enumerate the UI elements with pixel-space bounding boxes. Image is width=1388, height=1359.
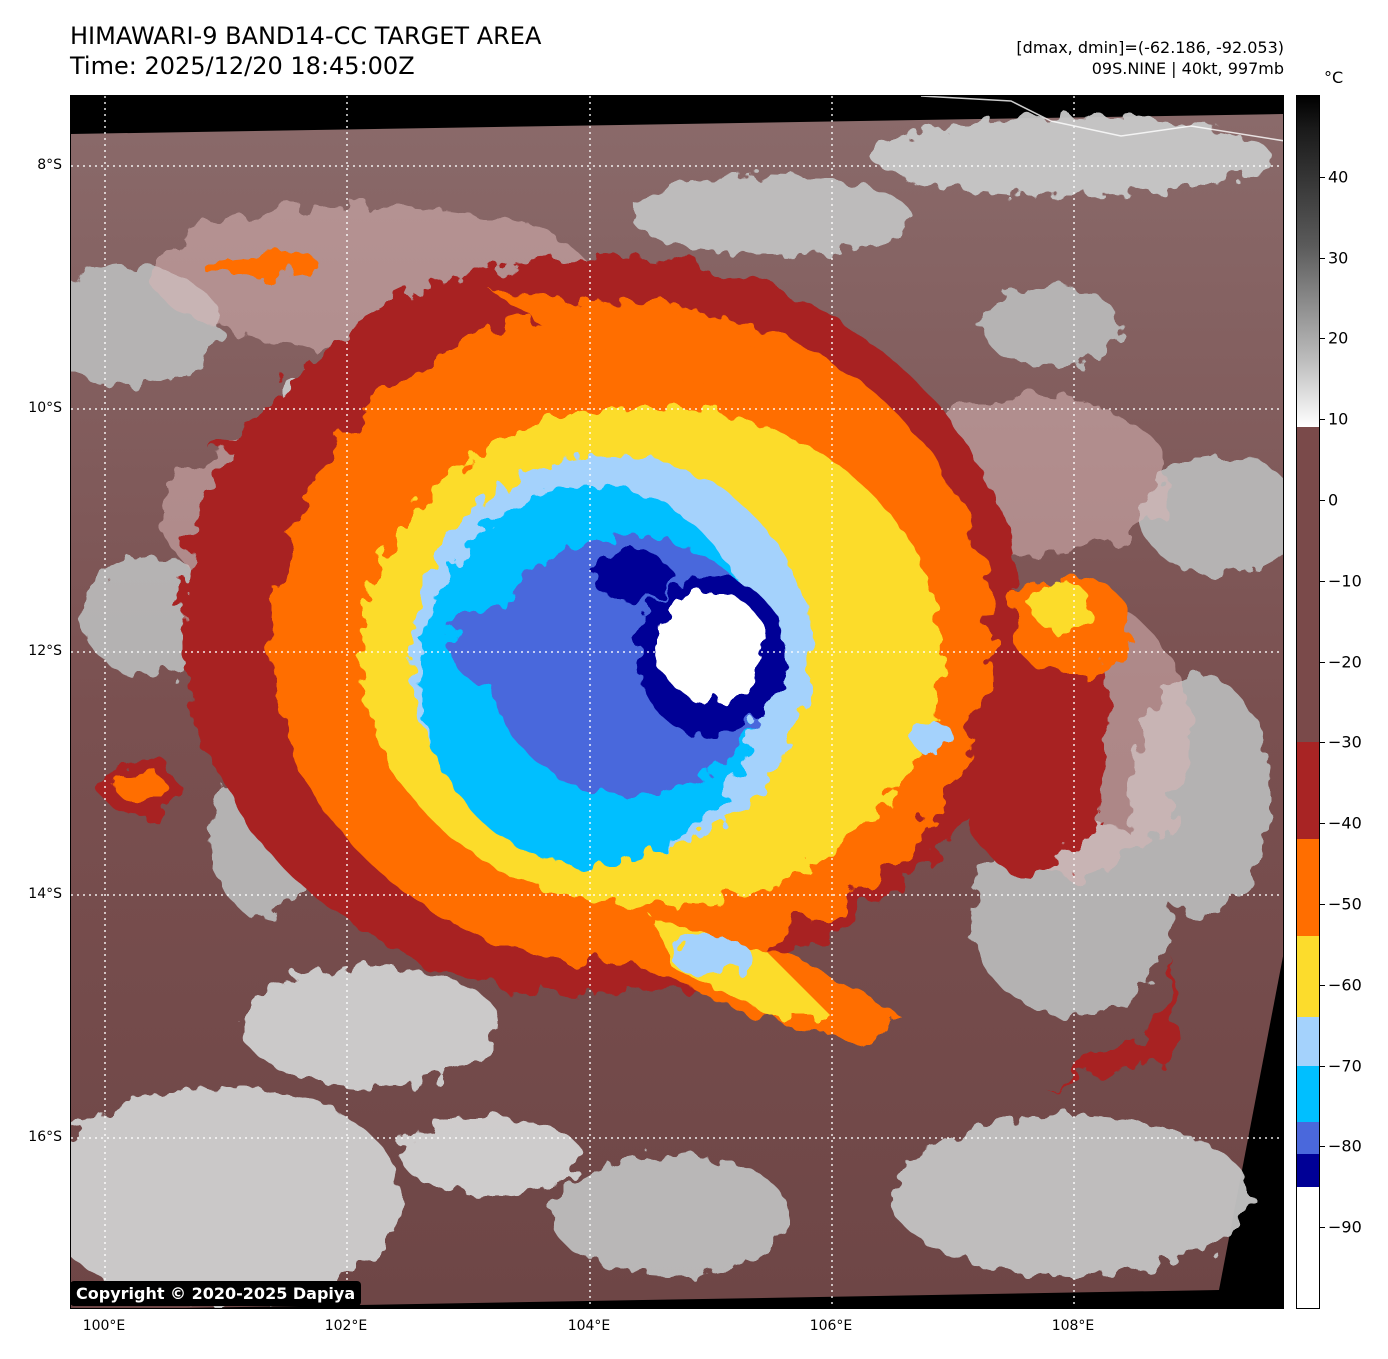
colorbar-tick-label: −10 — [1328, 571, 1362, 591]
colorbar-tick-label: 10 — [1328, 409, 1349, 429]
colorbar-tick — [1320, 1227, 1325, 1229]
satellite-image-map — [70, 95, 1284, 1309]
lon-label: 108°E — [1051, 1318, 1095, 1334]
lat-label: 10°S — [28, 400, 62, 416]
colorbar-unit: °C — [1324, 68, 1344, 87]
colorbar-segment — [1297, 936, 1319, 1018]
colorbar-tick-label: 40 — [1328, 167, 1349, 187]
colorbar-tick-label: −40 — [1328, 813, 1362, 833]
colorbar-tick — [1320, 661, 1325, 663]
colorbar-tick — [1320, 904, 1325, 905]
colorbar-segment — [1297, 1186, 1319, 1308]
colorbar-tick — [1320, 742, 1325, 744]
colorbar-tick — [1320, 257, 1325, 259]
colorbar-segment — [1297, 427, 1319, 743]
colorbar-tick — [1320, 419, 1325, 421]
colorbar-segment — [1297, 1017, 1319, 1066]
colorbar-tick-label: 30 — [1328, 248, 1349, 268]
colorbar-tick-label: −20 — [1328, 652, 1362, 672]
colorbar-segment — [1297, 839, 1319, 937]
chart-title: HIMAWARI-9 BAND14-CC TARGET AREA — [70, 22, 542, 50]
lon-label: 100°E — [82, 1318, 126, 1334]
chart-time: Time: 2025/12/20 18:45:00Z — [70, 52, 415, 80]
lat-label: 12°S — [28, 643, 62, 659]
lon-label: 106°E — [809, 1318, 853, 1334]
lon-label: 102°E — [324, 1318, 368, 1334]
dmax-dmin-readout: [dmax, dmin]=(-62.186, -92.053) — [1016, 38, 1284, 57]
lat-label: 16°S — [28, 1129, 62, 1145]
satellite-imagery — [71, 96, 1283, 1308]
colorbar — [1296, 95, 1320, 1309]
colorbar-tick — [1320, 338, 1325, 340]
colorbar-tick-label: −30 — [1328, 732, 1362, 752]
colorbar-segment — [1297, 742, 1319, 840]
colorbar-tick-label: −60 — [1328, 975, 1362, 995]
colorbar-tick — [1320, 984, 1325, 986]
colorbar-segment — [1297, 1122, 1319, 1155]
colorbar-tick-label: −90 — [1328, 1217, 1362, 1237]
colorbar-tick-label: −50 — [1328, 894, 1362, 914]
colorbar-tick-label: −80 — [1328, 1136, 1362, 1156]
colorbar-tick — [1320, 176, 1325, 178]
colorbar-tick — [1320, 1065, 1325, 1067]
colorbar-tick-label: −70 — [1328, 1056, 1362, 1076]
colorbar-tick — [1320, 500, 1325, 501]
colorbar-tick — [1320, 580, 1325, 582]
lon-label: 104°E — [567, 1318, 611, 1334]
colorbar-tick — [1320, 823, 1325, 825]
colorbar-segment — [1297, 1065, 1319, 1123]
colorbar-segment — [1297, 1154, 1319, 1187]
colorbar-tick-label: 0 — [1328, 490, 1339, 510]
storm-info: 09S.NINE | 40kt, 997mb — [1091, 59, 1284, 78]
colorbar-segment — [1297, 96, 1319, 428]
copyright-label: Copyright © 2020-2025 Dapiya — [70, 1281, 362, 1306]
colorbar-tick-label: 20 — [1328, 328, 1349, 348]
lat-label: 14°S — [28, 886, 62, 902]
colorbar-tick — [1320, 1146, 1325, 1148]
lat-label: 8°S — [37, 157, 62, 173]
